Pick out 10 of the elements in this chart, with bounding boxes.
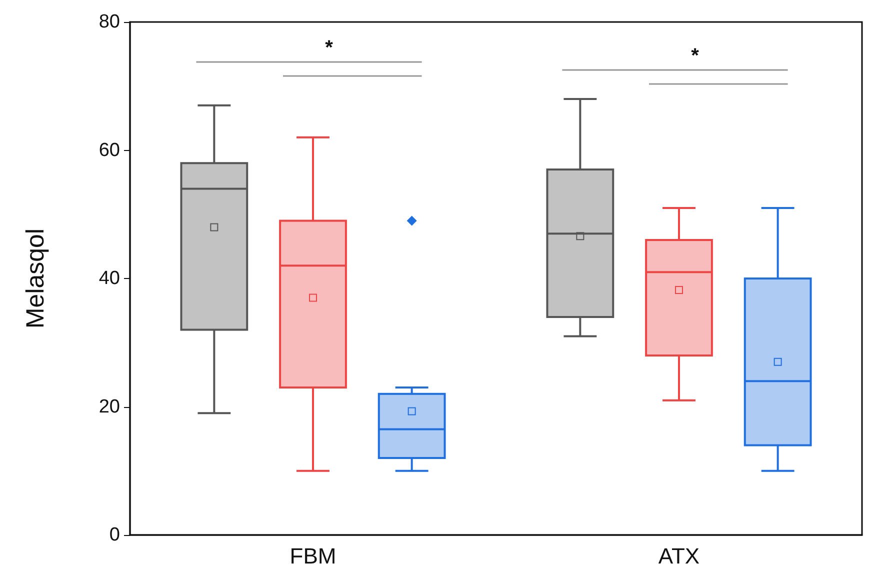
y-tick-label: 40 [98,268,120,289]
x-tick-label: ATX [658,544,700,568]
y-tick-label: 60 [98,140,120,161]
y-tick-label: 0 [109,524,120,546]
x-tick-label: FBM [290,544,336,568]
annotation: * [691,45,700,67]
y-tick-label: 20 [98,396,120,418]
y-tick-label: 80 [98,12,120,32]
y-axis-title: Melasqol [22,228,50,329]
annotation: * [325,37,334,59]
